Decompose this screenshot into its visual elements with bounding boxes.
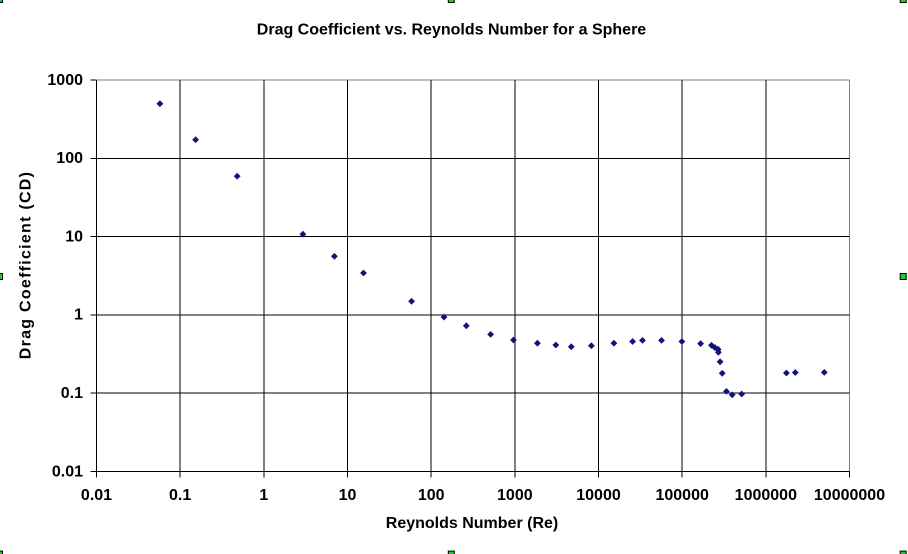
svg-text:100000: 100000 [655,487,708,504]
svg-text:1: 1 [259,487,268,504]
svg-text:0.01: 0.01 [52,463,83,480]
svg-text:0.1: 0.1 [61,385,83,402]
svg-text:Drag Coefficient (CD): Drag Coefficient (CD) [17,171,34,359]
svg-text:1000000: 1000000 [735,487,797,504]
svg-text:100: 100 [418,487,445,504]
svg-text:1000: 1000 [497,487,533,504]
svg-text:10000000: 10000000 [814,487,885,504]
svg-text:0.1: 0.1 [169,487,191,504]
svg-text:0.01: 0.01 [81,487,112,504]
svg-text:10: 10 [339,487,357,504]
svg-text:10000: 10000 [576,487,621,504]
svg-text:Drag Coefficient vs. Reynolds: Drag Coefficient vs. Reynolds Number for… [257,22,647,39]
svg-text:Reynolds Number (Re): Reynolds Number (Re) [386,515,558,532]
svg-text:1000: 1000 [47,72,83,89]
svg-text:100: 100 [56,150,83,167]
svg-text:10: 10 [65,228,83,245]
svg-text:1: 1 [74,307,83,324]
